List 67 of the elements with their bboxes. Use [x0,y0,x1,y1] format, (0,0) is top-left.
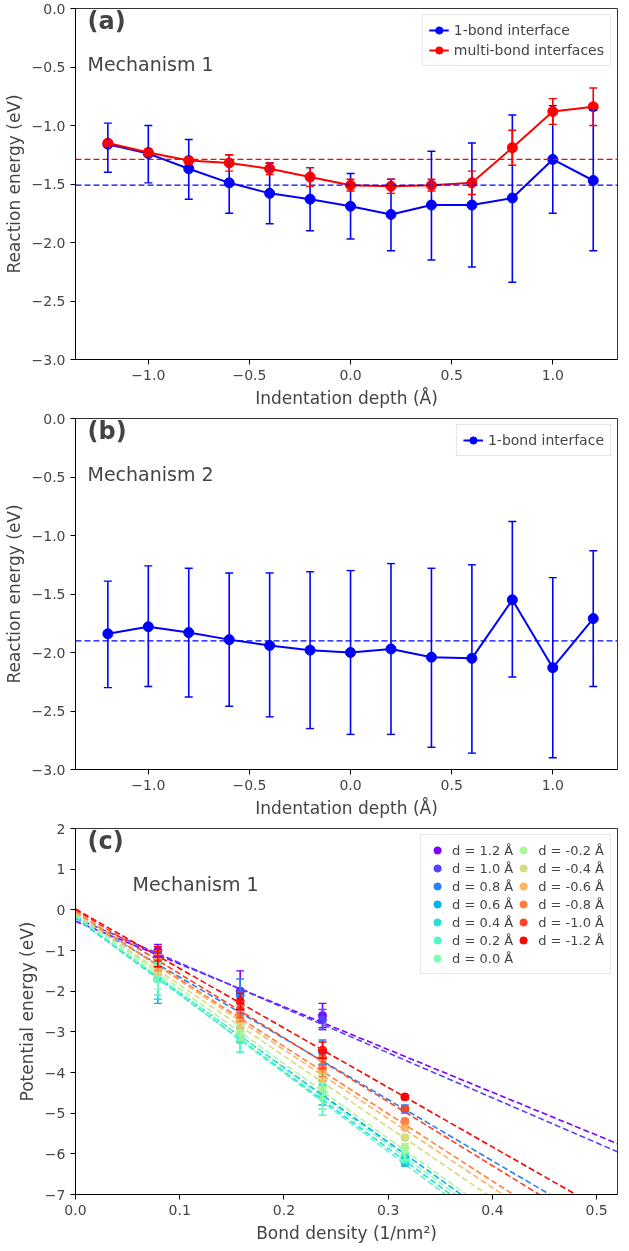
y-tick-label: −4 [44,1064,66,1081]
x-axis-title: Indentation depth (Å) [255,386,438,408]
legend-label: multi-bond interfaces [453,41,604,59]
annotation: (c) [87,826,124,855]
x-tick-label: 0.2 [272,1201,296,1218]
x-tick-label: −1.0 [131,776,166,793]
y-tick-label: −0.5 [31,59,66,75]
x-tick-label: 1.0 [541,776,564,793]
x-axis-title: Bond density (1/nm²) [256,1222,437,1243]
x-tick-label: 0.0 [339,776,362,793]
y-tick-label: −2.0 [31,644,66,661]
y-tick-label: 2 [56,820,66,837]
x-tick-label: −0.5 [232,776,267,793]
annotation: (a) [87,6,126,35]
legend-label: d = -0.6 Å [538,877,604,895]
legend-label: 1-bond interface [487,431,604,449]
y-tick-label: −1.5 [31,176,66,192]
y-tick-label: −7 [44,1186,66,1203]
legend-label: d = 1.2 Å [452,841,514,859]
x-tick-label: 0.3 [377,1201,400,1218]
x-tick-label: −0.5 [232,366,267,383]
y-axis-title: Reaction energy (eV) [3,94,24,274]
legend-label: d = 0.0 Å [452,949,514,967]
legend-label: d = 0.8 Å [452,877,514,895]
y-tick-label: −3 [44,1023,66,1040]
annotation: Mechanism 1 [132,872,259,895]
y-tick-label: −1.0 [31,527,66,544]
legend-label: d = -1.2 Å [538,931,604,949]
x-tick-label: 0.0 [339,366,362,383]
y-tick-label: −3.0 [31,351,66,368]
y-tick-label: −1.5 [31,586,66,602]
y-tick-label: −2.5 [31,703,66,719]
x-tick-label: 1.0 [541,366,564,383]
x-tick-label: 0.4 [481,1201,504,1218]
y-tick-label: −2.0 [31,234,66,251]
legend-label: d = -0.4 Å [538,859,604,877]
x-tick-label: 0.1 [168,1201,191,1218]
y-tick-label: −5 [44,1105,66,1122]
x-tick-label: −1.0 [131,366,166,383]
annotation: (b) [87,416,127,445]
y-tick-label: −2 [44,983,66,1000]
x-axis-title: Indentation depth (Å) [255,796,438,818]
y-tick-label: −0.5 [31,469,66,485]
annotation: Mechanism 1 [87,52,214,75]
legend-label: 1-bond interface [453,21,570,39]
legend-label: d = -0.8 Å [538,895,604,913]
y-axis-title: Reaction energy (eV) [3,504,24,684]
legend-label: d = -0.2 Å [538,841,604,859]
x-tick-label: 0.5 [440,776,463,793]
y-tick-label: −3.0 [31,761,66,778]
x-tick-label: 0.5 [440,366,463,383]
annotation: Mechanism 2 [87,462,214,485]
y-tick-label: 0.0 [43,0,66,17]
legend-label: d = 0.4 Å [452,913,514,931]
y-tick-label: −2.5 [31,293,66,309]
y-tick-label: −6 [44,1145,66,1162]
y-axis-title: Potential energy (eV) [16,921,37,1102]
y-tick-label: 0 [56,901,66,918]
legend-label: d = 1.0 Å [452,859,514,877]
legend-label: d = -1.0 Å [538,913,604,931]
y-tick-label: 0.0 [43,410,66,427]
legend-label: d = 0.6 Å [452,895,514,913]
x-tick-label: 0.5 [585,1201,608,1218]
y-tick-label: 1 [56,861,66,878]
y-tick-label: −1 [44,942,66,959]
legend-label: d = 0.2 Å [452,931,514,949]
y-tick-label: −1.0 [31,117,66,134]
